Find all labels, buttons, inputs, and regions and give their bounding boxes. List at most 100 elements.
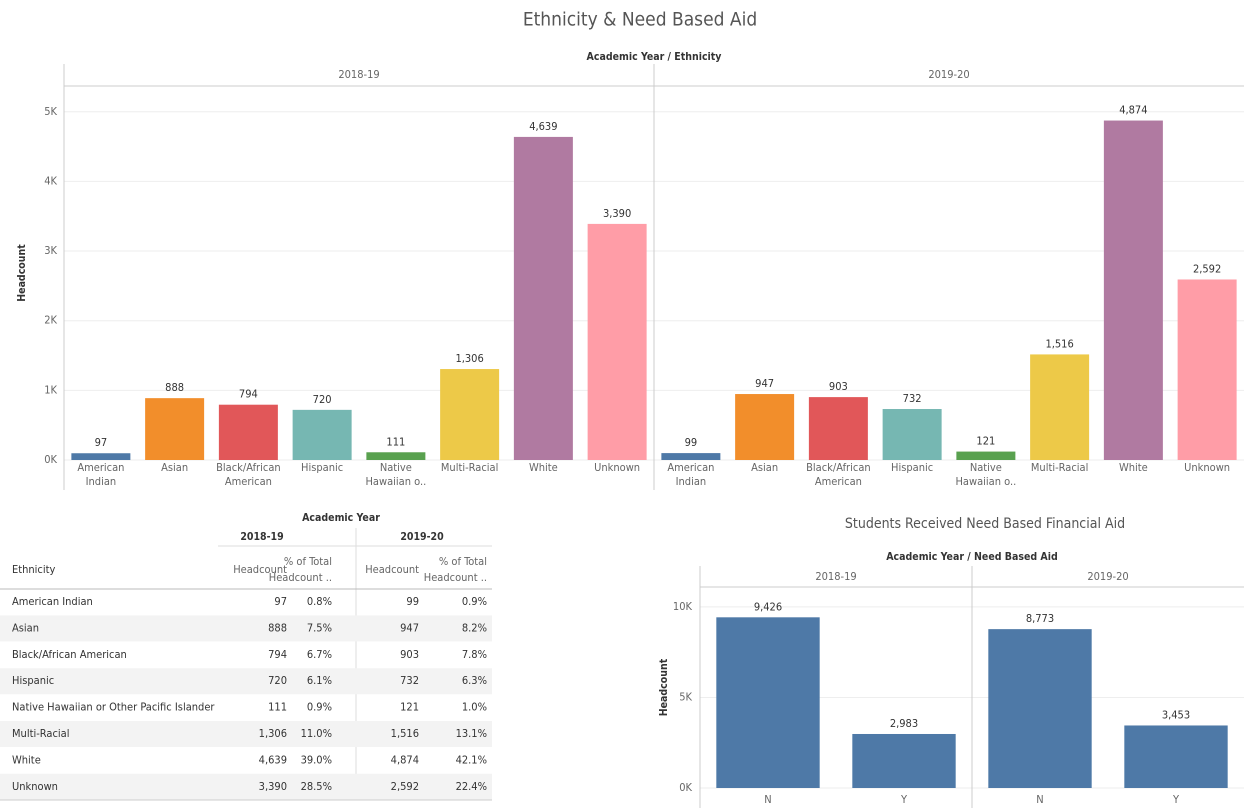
table-cell: 0.9% (307, 701, 332, 714)
value-label: 99 (685, 436, 698, 449)
x-tick-label: Asian (751, 461, 778, 474)
table-cell: Native Hawaiian or Other Pacific Islande… (12, 701, 215, 714)
value-label: 720 (313, 393, 332, 406)
table-cell: 4,639 (259, 753, 287, 766)
table-cell: 111 (268, 701, 287, 714)
table-cell: 7.5% (307, 621, 332, 634)
panel-label: 2019-20 (1087, 570, 1128, 583)
bar (956, 451, 1016, 460)
value-label: 1,306 (455, 352, 483, 365)
bar (808, 397, 868, 460)
value-label: 4,639 (529, 120, 557, 133)
table-year: 2019-20 (400, 531, 444, 543)
x-tick-label: N (764, 793, 771, 806)
table-cell: 99 (406, 595, 419, 608)
value-label: 111 (386, 435, 405, 448)
table-cell: 28.5% (301, 780, 332, 793)
panel-header: Academic Year / Ethnicity (587, 51, 722, 63)
value-label: 2,592 (1193, 262, 1221, 275)
table-cell: 720 (268, 674, 287, 687)
bar (716, 617, 820, 788)
y-tick-label: 0K (679, 781, 692, 794)
bar (988, 629, 1092, 788)
table-cell: 888 (268, 621, 287, 634)
bar (1177, 279, 1237, 460)
x-tick-label: Native Hawaiian o.. (365, 461, 426, 488)
y-tick-label: 1K (44, 383, 57, 396)
table-column-header: Headcount (365, 563, 419, 576)
panel-label: 2019-20 (928, 68, 969, 81)
bar (1030, 354, 1090, 460)
value-label: 3,453 (1162, 708, 1190, 721)
bar (1124, 725, 1228, 788)
table-header: Academic Year (302, 512, 380, 524)
x-tick-label: Hispanic (301, 461, 343, 474)
table-cell: 4,874 (391, 753, 419, 766)
table-cell: 947 (400, 621, 419, 634)
table-cell: 794 (268, 648, 287, 661)
table-cell: 1.0% (462, 701, 487, 714)
value-label: 947 (755, 377, 774, 390)
x-tick-label: Hispanic (891, 461, 933, 474)
x-tick-label: White (1119, 461, 1148, 474)
table-year: 2018-19 (240, 531, 283, 543)
y-tick-label: 5K (679, 690, 692, 703)
x-tick-label: Y (1172, 793, 1180, 806)
value-label: 97 (95, 436, 108, 449)
bar (882, 409, 942, 460)
bar (1103, 120, 1163, 461)
value-label: 8,773 (1026, 612, 1054, 625)
table-column-header: Headcount (233, 563, 287, 576)
y-tick-label: 4K (44, 174, 57, 187)
table-cell: Asian (12, 621, 39, 634)
bar (735, 394, 795, 460)
panel-label: 2018-19 (815, 570, 856, 583)
table-cell: Multi-Racial (12, 727, 69, 740)
table-cell: 0.9% (462, 595, 487, 608)
value-label: 4,874 (1119, 104, 1147, 117)
bar (440, 369, 500, 460)
panel-header: Academic Year / Need Based Aid (886, 551, 1058, 563)
bar (292, 409, 352, 460)
bar (513, 136, 573, 460)
chart-title: Students Received Need Based Financial A… (845, 516, 1125, 532)
x-tick-label: N (1036, 793, 1043, 806)
table-cell: 6.1% (307, 674, 332, 687)
table-cell: 8.2% (462, 621, 487, 634)
x-tick-label: American Indian (667, 461, 714, 488)
table-cell: 0.8% (307, 595, 332, 608)
x-tick-label: Asian (161, 461, 188, 474)
dashboard-title: Ethnicity & Need Based Aid (523, 9, 757, 31)
x-tick-label: American Indian (77, 461, 124, 488)
table-stripe (0, 668, 492, 695)
x-tick-label: White (529, 461, 558, 474)
y-axis-label: Headcount (658, 658, 670, 716)
value-label: 2,983 (890, 717, 918, 730)
table-cell: 121 (400, 701, 419, 714)
value-label: 121 (976, 435, 995, 448)
table-cell: 3,390 (259, 780, 287, 793)
table-cell: 13.1% (456, 727, 487, 740)
table-cell: 97 (274, 595, 287, 608)
bar (587, 223, 647, 460)
table-cell: 1,306 (259, 727, 287, 740)
bar (661, 453, 721, 460)
table-cell: Black/African American (12, 648, 127, 661)
table-stripe (0, 721, 492, 747)
y-tick-label: 10K (673, 600, 693, 613)
x-tick-label: Multi-Racial (1031, 461, 1088, 474)
table-cell: 39.0% (301, 753, 332, 766)
x-tick-label: Multi-Racial (441, 461, 498, 474)
table-cell: 2,592 (391, 780, 419, 793)
table-stripe (0, 615, 492, 642)
y-axis-label: Headcount (16, 244, 28, 302)
x-tick-label: Unknown (594, 461, 640, 474)
table-cell: 7.8% (462, 648, 487, 661)
bar (71, 453, 131, 460)
x-tick-label: Black/African American (216, 461, 281, 488)
table-cell: Hispanic (12, 674, 54, 687)
table-cell: 42.1% (456, 753, 487, 766)
panel-label: 2018-19 (338, 68, 379, 81)
x-tick-label: Black/African American (806, 461, 871, 488)
